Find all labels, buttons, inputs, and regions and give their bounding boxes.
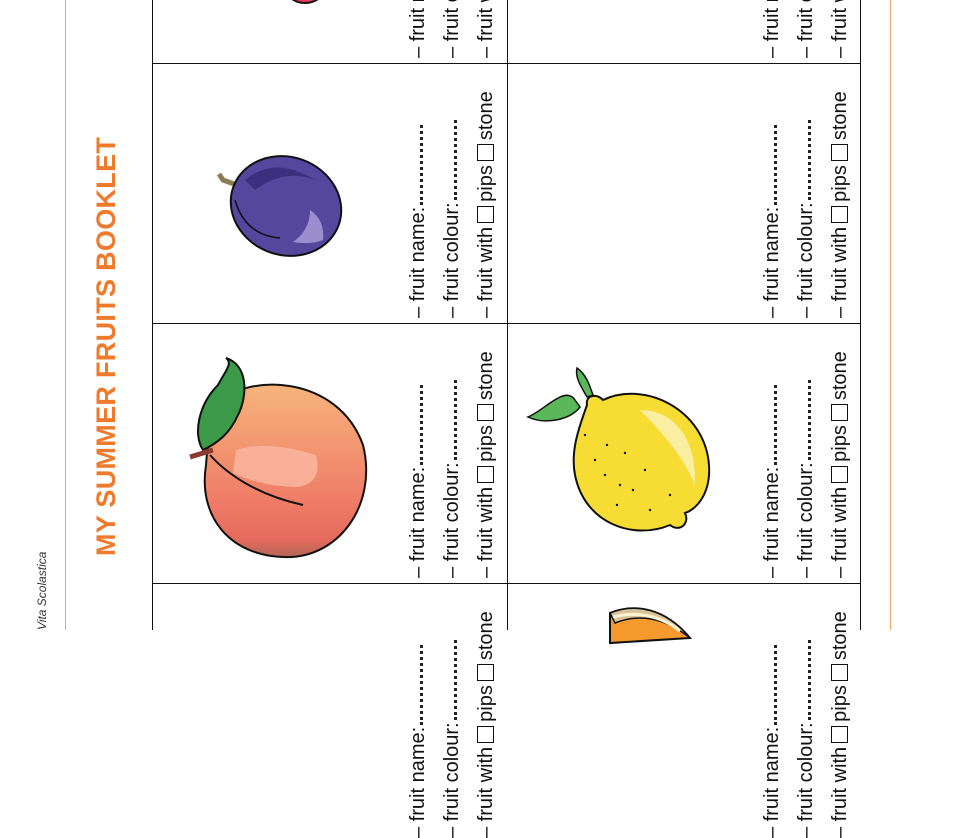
fruit-name-blank[interactable] (420, 384, 423, 465)
fruit-name-line: – fruit name: (407, 0, 429, 58)
fruit-name-line: – fruit name: (406, 384, 430, 578)
fruit-type-line: – fruit withpipsstone (829, 91, 851, 318)
fruit-colour-blank[interactable] (454, 640, 457, 721)
fruit-name-line: – fruit name: (761, 0, 783, 58)
fruit-type-line: – fruit withpipsstone (829, 351, 851, 578)
table-column-divider (507, 0, 508, 630)
booklet-title: MY SUMMER FRUITS BOOKLET (91, 136, 121, 556)
fruit-colour-line: – fruit colour: (440, 640, 464, 838)
fruit-colour-line: – fruit colour: (440, 380, 464, 578)
row-divider (152, 63, 860, 64)
peach-icon (189, 357, 368, 559)
fruit-type-line: – fruit withpipsstone (475, 611, 497, 838)
fruit-colour-blank[interactable] (808, 640, 811, 721)
stone-checkbox[interactable] (831, 404, 848, 422)
fruit-colour-line: – fruit colour: (794, 120, 818, 318)
fruit-type-line: – fruit withpipsstone (475, 351, 497, 578)
lemon-icon (526, 366, 711, 532)
fruit-colour-blank[interactable] (454, 120, 457, 201)
melon-slice-icon (608, 607, 693, 645)
fruit-colour-line: – fruit colour: (794, 380, 818, 578)
stone-checkbox[interactable] (831, 664, 848, 682)
fruit-name-blank[interactable] (420, 644, 423, 725)
fruit-colour-line: – fruit colour: (440, 120, 464, 318)
pips-checkbox[interactable] (477, 205, 494, 223)
fruit-name-blank[interactable] (774, 384, 777, 465)
fruit-type-line: – fruit withpipsstone (829, 611, 851, 838)
fruit-name-line: – fruit name: (760, 644, 784, 838)
fruit-colour-line: – fruit colour: (441, 0, 463, 58)
fruit-name-line: – fruit name: (406, 124, 430, 318)
fruit-name-blank[interactable] (420, 124, 423, 205)
pips-checkbox[interactable] (831, 205, 848, 223)
fruit-name-line: – fruit name: (760, 384, 784, 578)
fruit-name-blank[interactable] (774, 644, 777, 725)
pips-checkbox[interactable] (831, 465, 848, 483)
fruit-type-line: – fruit withpipsstone (475, 91, 497, 318)
plum-icon (216, 155, 343, 257)
fruit-colour-blank[interactable] (808, 380, 811, 461)
fruit-colour-blank[interactable] (808, 120, 811, 201)
red-fruit-icon (291, 0, 319, 4)
stone-checkbox[interactable] (477, 404, 494, 422)
row-divider (152, 583, 860, 584)
fruit-name-line: – fruit name: (406, 644, 430, 838)
pips-checkbox[interactable] (831, 725, 848, 743)
fruit-name-line: – fruit name: (760, 124, 784, 318)
table-border-left (152, 0, 153, 630)
fruit-colour-blank[interactable] (454, 380, 457, 461)
pips-checkbox[interactable] (477, 725, 494, 743)
fruit-colour-line: – fruit colour: (795, 0, 817, 58)
fruit-type-line: – fruit withpipsstone (829, 0, 851, 58)
publisher-label: Vita Scolastica (35, 551, 49, 631)
stone-checkbox[interactable] (477, 664, 494, 682)
fruit-colour-line: – fruit colour: (794, 640, 818, 838)
stone-checkbox[interactable] (477, 144, 494, 162)
stone-checkbox[interactable] (831, 144, 848, 162)
fruit-name-blank[interactable] (774, 124, 777, 205)
pips-checkbox[interactable] (477, 465, 494, 483)
row-divider (152, 323, 860, 324)
fruit-type-line: – fruit withpipsstone (475, 0, 497, 58)
right-margin-line (890, 0, 891, 630)
left-margin-line (65, 0, 66, 630)
table-border-right (860, 0, 861, 630)
